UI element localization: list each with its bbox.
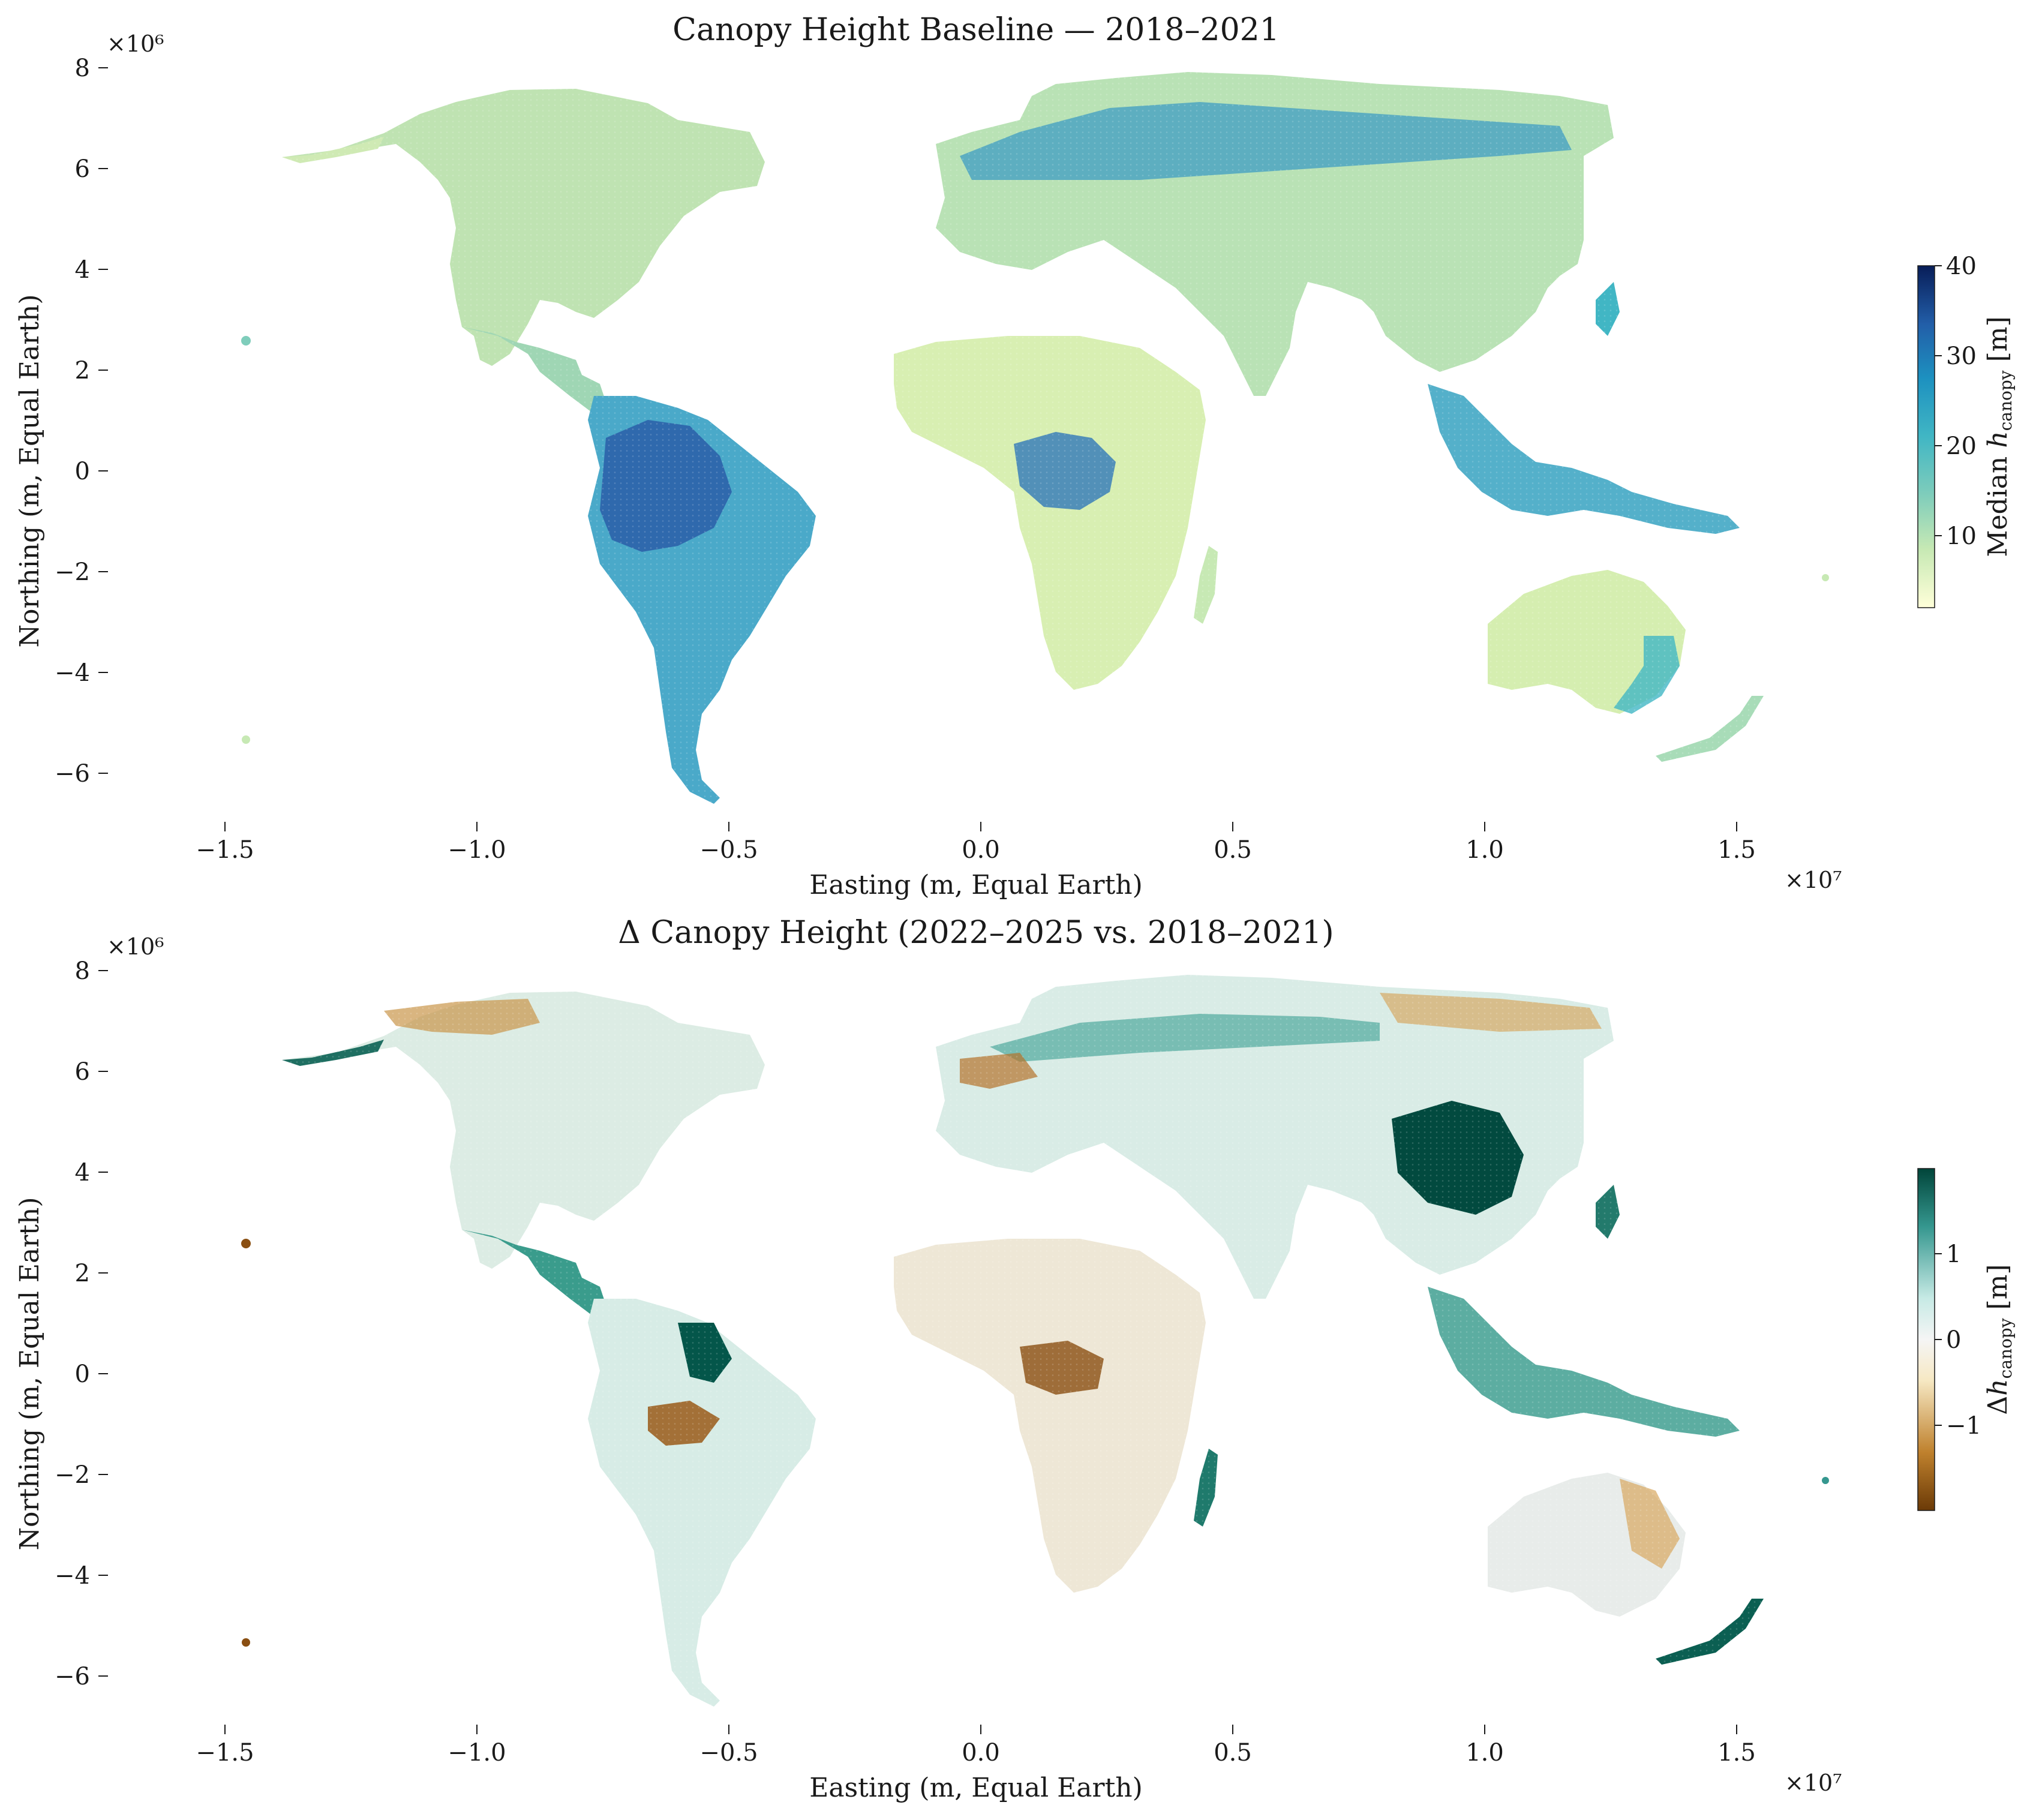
- x-tick-label: 1.0: [1466, 836, 1504, 864]
- canopy-height-map: [241, 54, 1829, 822]
- x-axis: −1.5 −1.0 −0.5 0.0 0.5 1.0 1.5 Easting (…: [196, 1725, 1842, 1803]
- colorbar: 40 30 20 10 Median hcanopy [m]: [1917, 253, 2016, 608]
- x-axis-label: Easting (m, Equal Earth): [809, 870, 1143, 900]
- y-tick-label: 0: [75, 458, 90, 485]
- y-tick-label: −4: [55, 1562, 90, 1590]
- y-axis: 8 6 4 2 0 −2 −4 −6 ×10⁶ Northing (m, Equ…: [14, 31, 164, 788]
- island-hawaii: [241, 1239, 251, 1248]
- y-tick-label: 4: [75, 256, 90, 284]
- colorbar-gradient: [1917, 1168, 1935, 1511]
- x-tick-label: −1.0: [448, 836, 506, 864]
- x-tick-label: 0.0: [962, 1739, 1000, 1767]
- colorbar-tick-label: 40: [1946, 253, 1977, 280]
- colorbar-tick-label: −1: [1946, 1412, 1981, 1440]
- x-tick-label: −0.5: [699, 1739, 758, 1767]
- island-pacific-a: [242, 735, 250, 744]
- colorbar-tick-label: 10: [1946, 522, 1977, 550]
- y-axis-label: Northing (m, Equal Earth): [14, 295, 45, 648]
- x-tick-label: 1.0: [1466, 1739, 1504, 1767]
- y-tick-label: 4: [75, 1159, 90, 1187]
- y-tick-label: 2: [75, 1260, 90, 1287]
- y-tick-label: 8: [75, 55, 90, 82]
- colorbar: 1 0 −1 Δhcanopy [m]: [1917, 1168, 2016, 1511]
- canopy-change-map: [241, 957, 1829, 1725]
- panel-title: Δ Canopy Height (2022–2025 vs. 2018–2021…: [618, 915, 1334, 951]
- y-tick-label: 6: [75, 155, 90, 183]
- y-multiplier: ×10⁶: [107, 933, 164, 960]
- y-tick-label: 6: [75, 1058, 90, 1086]
- panel-title: Canopy Height Baseline — 2018–2021: [672, 12, 1280, 48]
- colorbar-tick-label: 0: [1946, 1326, 1961, 1354]
- y-tick-label: −6: [55, 760, 90, 788]
- y-tick-label: −4: [55, 659, 90, 687]
- y-tick-label: −2: [55, 1461, 90, 1489]
- colorbar-label: Median hcanopy [m]: [1983, 316, 2016, 557]
- island-hawaii: [241, 336, 251, 346]
- x-axis: −1.5 −1.0 −0.5 0.0 0.5 1.0 1.5 Easting (…: [196, 822, 1842, 900]
- x-tick-label: 1.5: [1717, 836, 1756, 864]
- x-tick-label: −0.5: [699, 836, 758, 864]
- x-tick-label: 0.0: [962, 836, 1000, 864]
- x-multiplier: ×10⁷: [1785, 1770, 1842, 1796]
- y-multiplier: ×10⁶: [107, 31, 164, 57]
- y-tick-label: 0: [75, 1361, 90, 1388]
- island-pacific-a: [242, 1638, 250, 1647]
- colorbar-label: Δhcanopy [m]: [1983, 1264, 2016, 1414]
- x-tick-label: 1.5: [1717, 1739, 1756, 1767]
- x-tick-label: 0.5: [1214, 1739, 1252, 1767]
- y-axis-label: Northing (m, Equal Earth): [14, 1197, 45, 1551]
- delta-panel: Δ Canopy Height (2022–2025 vs. 2018–2021…: [14, 915, 2016, 1803]
- x-axis-label: Easting (m, Equal Earth): [809, 1773, 1143, 1803]
- colorbar-tick-label: 30: [1946, 343, 1977, 370]
- y-tick-label: 2: [75, 357, 90, 385]
- colorbar-tick-label: 20: [1946, 433, 1977, 460]
- colorbar-gradient: [1917, 265, 1935, 608]
- x-multiplier: ×10⁷: [1785, 867, 1842, 893]
- x-tick-label: −1.0: [448, 1739, 506, 1767]
- baseline-panel: Canopy Height Baseline — 2018–2021: [14, 12, 2016, 900]
- y-tick-label: −2: [55, 558, 90, 586]
- x-tick-label: −1.5: [196, 1739, 254, 1767]
- x-tick-label: −1.5: [196, 836, 254, 864]
- x-tick-label: 0.5: [1214, 836, 1252, 864]
- y-axis: 8 6 4 2 0 −2 −4 −6 ×10⁶ Northing (m, Equ…: [14, 933, 164, 1690]
- y-tick-label: 8: [75, 957, 90, 985]
- y-tick-label: −6: [55, 1663, 90, 1690]
- colorbar-tick-label: 1: [1946, 1241, 1961, 1268]
